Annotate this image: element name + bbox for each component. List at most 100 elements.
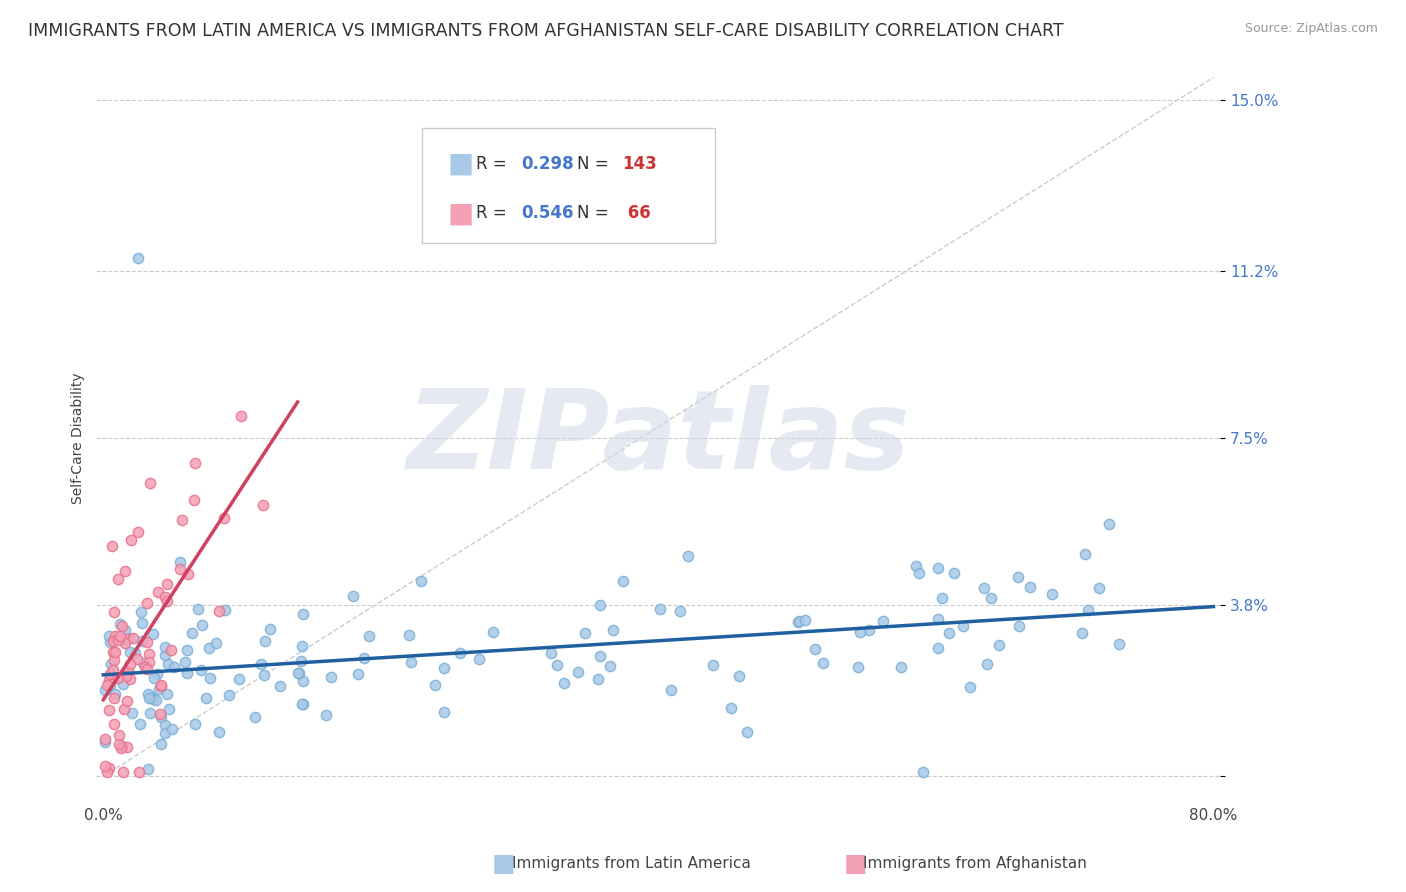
Point xyxy=(94,683,117,698)
Point xyxy=(183,492,205,507)
Point xyxy=(612,574,634,589)
Point xyxy=(468,652,491,666)
Point xyxy=(927,612,949,626)
Point xyxy=(409,574,432,588)
Point xyxy=(114,565,136,579)
FancyBboxPatch shape xyxy=(422,128,714,244)
Point xyxy=(141,690,163,705)
Point xyxy=(115,739,138,754)
Point xyxy=(108,629,131,643)
Point xyxy=(169,562,191,576)
Point xyxy=(131,615,153,630)
Point xyxy=(120,657,142,671)
Point xyxy=(169,556,191,570)
Point xyxy=(905,558,928,573)
Text: ZIPatlas: ZIPatlas xyxy=(406,384,910,491)
Point xyxy=(253,668,276,682)
Text: R =: R = xyxy=(477,155,512,173)
Point xyxy=(98,678,121,692)
Point xyxy=(1077,603,1099,617)
Point xyxy=(93,735,115,749)
Point xyxy=(269,679,291,693)
Point xyxy=(114,636,136,650)
Point xyxy=(602,624,624,638)
Point xyxy=(104,687,127,701)
Point xyxy=(252,498,274,512)
Point xyxy=(231,409,253,423)
Point xyxy=(128,716,150,731)
Point xyxy=(1088,581,1111,595)
Point xyxy=(139,476,162,491)
Point xyxy=(650,601,672,615)
Point xyxy=(1097,517,1119,532)
Point xyxy=(134,660,156,674)
Point xyxy=(290,639,312,653)
Point xyxy=(811,656,834,670)
Text: Immigrants from Latin America: Immigrants from Latin America xyxy=(512,856,751,871)
Point xyxy=(138,691,160,706)
Point xyxy=(976,657,998,671)
Point xyxy=(208,604,231,618)
Point xyxy=(586,673,609,687)
Point xyxy=(146,585,169,599)
Point xyxy=(131,634,153,648)
Point xyxy=(988,638,1011,652)
Point xyxy=(290,655,312,669)
Point xyxy=(93,732,115,747)
Point xyxy=(250,657,273,671)
Point xyxy=(111,739,134,753)
Point xyxy=(150,710,173,724)
Point xyxy=(433,661,456,675)
Point xyxy=(927,560,949,574)
Point xyxy=(177,566,200,581)
Point xyxy=(848,624,870,639)
Point xyxy=(359,629,381,643)
Point xyxy=(1071,626,1094,640)
Point xyxy=(103,653,125,667)
Point xyxy=(117,694,139,708)
Point xyxy=(110,741,132,756)
Point xyxy=(353,651,375,665)
Point xyxy=(943,566,966,581)
Point xyxy=(118,631,141,645)
Point xyxy=(931,591,953,606)
Point xyxy=(727,669,749,683)
Point xyxy=(398,628,420,642)
Point xyxy=(399,656,422,670)
Point xyxy=(136,763,159,777)
Point xyxy=(120,645,142,659)
Point xyxy=(195,691,218,706)
Point xyxy=(153,640,176,655)
Text: ■: ■ xyxy=(492,852,516,875)
Point xyxy=(146,666,169,681)
Point xyxy=(127,652,149,666)
Point xyxy=(108,728,131,742)
Point xyxy=(599,659,621,673)
Point xyxy=(98,634,121,648)
Point xyxy=(138,706,160,720)
Point xyxy=(204,636,226,650)
Point xyxy=(208,724,231,739)
Point xyxy=(291,674,314,689)
Point xyxy=(176,642,198,657)
Point xyxy=(155,577,177,591)
Point xyxy=(96,678,118,692)
Point xyxy=(149,737,172,751)
Point xyxy=(103,717,125,731)
Point xyxy=(101,539,124,553)
Point xyxy=(156,687,179,701)
Point xyxy=(291,607,314,621)
Point xyxy=(720,701,742,715)
Point xyxy=(858,623,880,637)
Point xyxy=(103,690,125,705)
Point xyxy=(184,717,207,731)
Text: N =: N = xyxy=(578,155,614,173)
Point xyxy=(121,632,143,646)
Point xyxy=(292,698,315,712)
Point xyxy=(96,764,118,779)
Point xyxy=(553,676,575,690)
Point xyxy=(243,710,266,724)
Text: Source: ZipAtlas.com: Source: ZipAtlas.com xyxy=(1244,22,1378,36)
Point xyxy=(121,706,143,721)
Point xyxy=(927,641,949,656)
